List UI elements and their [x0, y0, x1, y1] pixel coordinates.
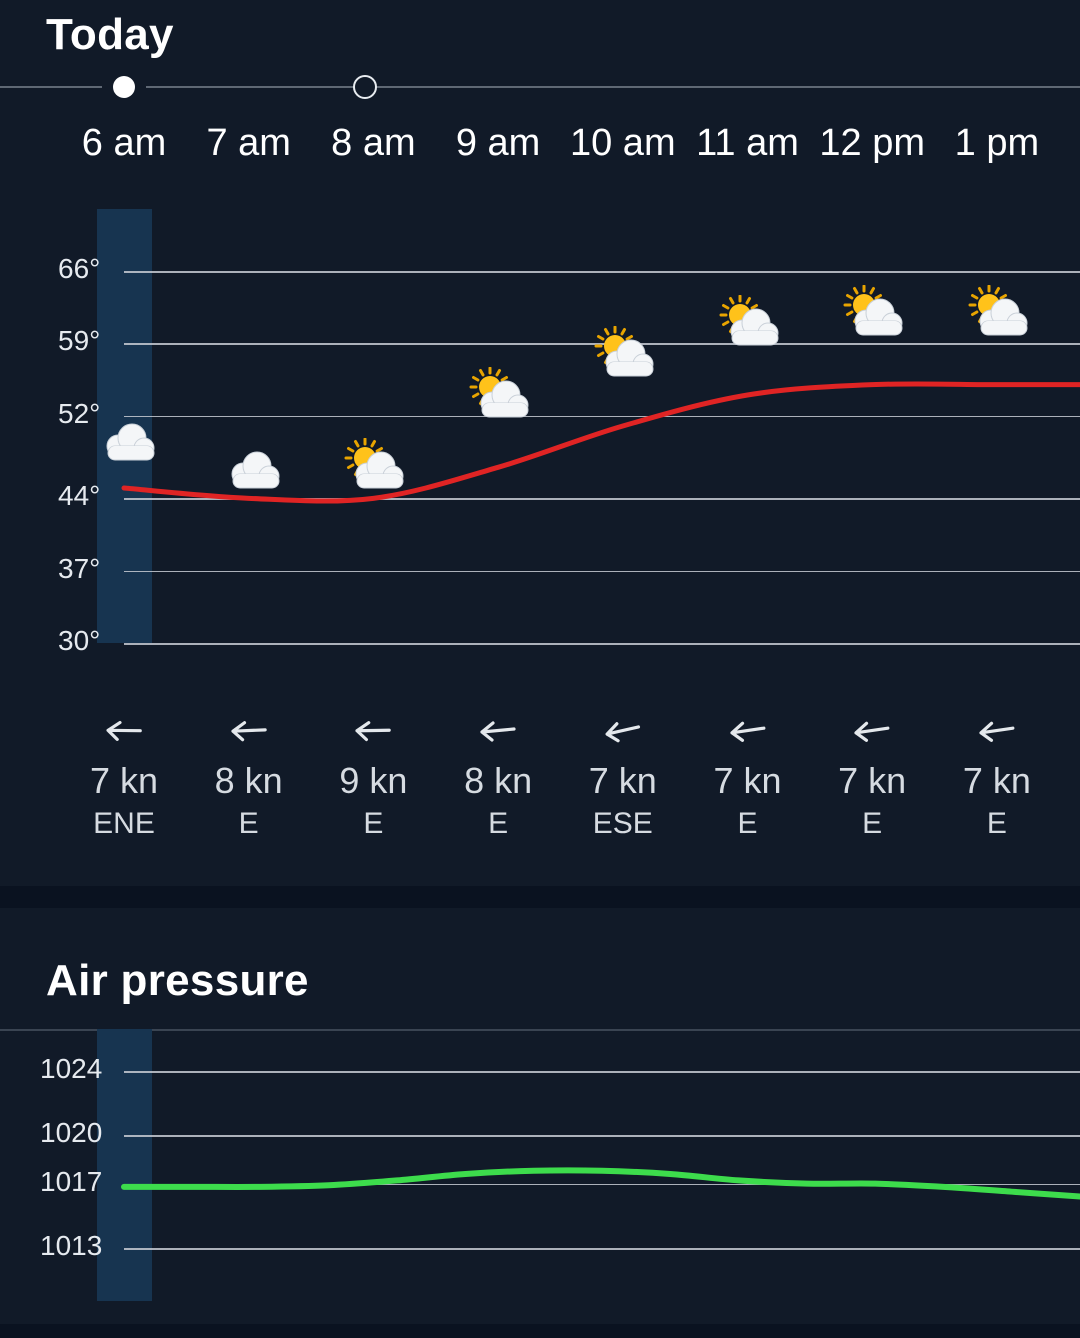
temperature-gridline — [124, 415, 1080, 418]
wind-arrow-icon — [850, 716, 894, 748]
wind-speed: 7 kn — [713, 760, 782, 801]
wind-direction: E — [737, 807, 758, 840]
temperature-axis-label: 66° — [58, 253, 101, 284]
wind-arrow-icon — [476, 716, 520, 748]
temperature-gridline — [124, 570, 1080, 573]
temperature-gridline — [124, 643, 1080, 645]
wind-direction: E — [238, 807, 259, 840]
wind-arrow-icon — [975, 716, 1019, 748]
hour-label[interactable]: 1 pm — [954, 122, 1040, 164]
temperature-axis-label: 30° — [58, 625, 101, 656]
wind-arrow-icon — [351, 716, 395, 748]
wind-speed: 9 kn — [339, 760, 408, 801]
pressure-axis-label: 1013 — [40, 1230, 103, 1261]
pressure-axis-label: 1024 — [40, 1053, 103, 1084]
air-pressure-title: Air pressure — [46, 956, 309, 1005]
temperature-gridline — [124, 343, 1080, 345]
pressure-gridline — [124, 1135, 1080, 1137]
partly-cloudy-icon — [468, 366, 532, 428]
wind-speed: 7 kn — [89, 760, 159, 801]
pressure-axis-label: 1020 — [40, 1117, 103, 1149]
wind-direction: E — [986, 807, 1007, 840]
cloud-icon — [94, 410, 158, 471]
temperature-gridline — [124, 271, 1080, 273]
wind-direction: E — [862, 807, 883, 840]
partly-cloudy-icon — [842, 284, 906, 346]
timeline-track[interactable] — [146, 86, 1080, 88]
timeline-track-left — [0, 86, 102, 88]
wind-speed: 7 kn — [838, 760, 907, 801]
wind-arrow-icon — [726, 716, 770, 748]
timeline-marker-dot[interactable] — [353, 75, 377, 99]
pressure-gridline — [124, 1071, 1080, 1073]
pressure-line — [121, 1167, 1080, 1200]
wind-direction: E — [363, 807, 384, 840]
temperature-chart — [121, 381, 1080, 504]
pressure-chart — [121, 1167, 1080, 1200]
hour-label[interactable]: 10 am — [569, 122, 676, 164]
partly-cloudy-icon — [967, 284, 1031, 346]
temperature-axis-label: 59° — [58, 325, 101, 357]
wind-direction: ENE — [93, 807, 155, 840]
wind-speed: 8 kn — [214, 760, 283, 801]
wind-direction: E — [488, 807, 509, 840]
pressure-gridline — [124, 1183, 1080, 1186]
temperature-axis-label: 44° — [58, 480, 101, 512]
hour-label[interactable]: 12 pm — [819, 122, 925, 164]
hour-label[interactable]: 6 am — [81, 122, 167, 164]
wind-arrow-icon — [601, 716, 645, 748]
pressure-gridline — [124, 1248, 1080, 1250]
pressure-current-hour-highlight — [97, 1029, 152, 1301]
wind-arrow-icon — [227, 716, 271, 748]
wind-speed: 8 kn — [464, 760, 533, 801]
partly-cloudy-icon — [343, 437, 407, 499]
wind-speed: 7 kn — [588, 760, 657, 801]
bottom-divider — [0, 1324, 1080, 1338]
temperature-axis-label: 37° — [58, 552, 101, 584]
hour-label[interactable]: 11 am — [696, 122, 799, 164]
pressure-axis-label: 1017 — [40, 1165, 103, 1197]
partly-cloudy-icon — [593, 325, 657, 387]
hour-label[interactable]: 8 am — [331, 122, 416, 164]
temperature-gridline — [124, 498, 1080, 500]
air-pressure-section: Air pressure 1024 1020 1017 1013 — [0, 908, 1080, 1324]
hour-label[interactable]: 9 am — [455, 122, 541, 164]
temperature-line — [121, 381, 1080, 504]
today-title: Today — [46, 10, 174, 59]
hour-label[interactable]: 7 am — [206, 122, 291, 164]
wind-speed: 7 kn — [962, 760, 1031, 801]
wind-arrow-icon — [102, 716, 146, 748]
cloud-icon — [219, 438, 283, 499]
today-forecast-section: Today 6 am 7 am 8 am 9 am 10 am 11 am 12 pm 1 p… — [0, 10, 1080, 840]
temperature-axis-label: 52° — [58, 397, 101, 429]
section-divider — [0, 886, 1080, 908]
pressure-chart-top-border — [0, 1029, 1080, 1031]
wind-direction: ESE — [592, 807, 653, 840]
partly-cloudy-icon — [718, 294, 782, 356]
timeline-current-dot[interactable] — [113, 76, 135, 98]
